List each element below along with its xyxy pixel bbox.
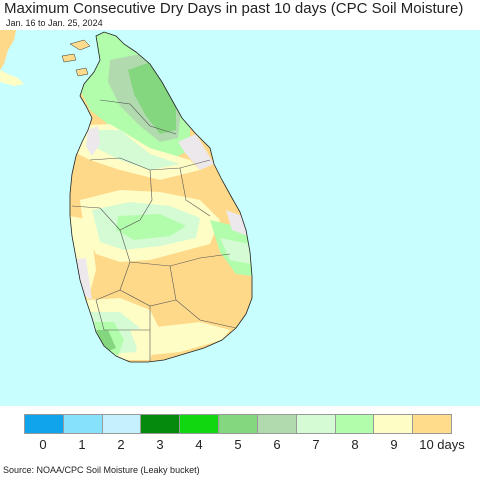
source-note: Source: NOAA/CPC Soil Moisture (Leaky bu… [3, 465, 200, 475]
date-range: Jan. 16 to Jan. 25, 2024 [6, 18, 103, 28]
legend-label-8: 8 [351, 437, 359, 452]
legend-swatch-2 [102, 415, 142, 433]
legend-label-5: 5 [234, 437, 242, 452]
legend-label-3: 3 [156, 437, 164, 452]
legend-label-1: 1 [78, 437, 86, 452]
india-land [0, 30, 16, 70]
island-fill [70, 32, 252, 362]
legend-swatch-4 [180, 415, 220, 433]
legend-swatch-1 [63, 415, 103, 433]
map-area [0, 30, 480, 406]
legend-swatch-9 [374, 415, 414, 433]
sri-lanka-map [0, 30, 480, 406]
legend-label-2: 2 [117, 437, 125, 452]
legend-label-7: 7 [312, 437, 320, 452]
legend-swatch-5 [219, 415, 258, 433]
small-islands [61, 39, 91, 77]
legend-label-9: 9 [390, 437, 398, 452]
map-title: Maximum Consecutive Dry Days in past 10 … [4, 0, 464, 17]
legend-label-4: 4 [195, 437, 203, 452]
india-coast [0, 70, 24, 86]
legend-swatch-7 [296, 415, 336, 433]
district-borders [69, 31, 253, 363]
legend-color-bar [24, 414, 452, 434]
legend-swatch-3 [141, 415, 181, 433]
legend-labels: 0 1 2 3 4 5 6 7 8 9 10 days [24, 437, 464, 455]
legend-label-10: 10 days [419, 437, 465, 452]
legend-label-0: 0 [39, 437, 47, 452]
legend-swatch-10 [413, 415, 451, 433]
legend-swatch-8 [335, 415, 375, 433]
legend-swatch-0 [25, 415, 64, 433]
legend-label-6: 6 [273, 437, 281, 452]
legend-swatch-6 [257, 415, 297, 433]
